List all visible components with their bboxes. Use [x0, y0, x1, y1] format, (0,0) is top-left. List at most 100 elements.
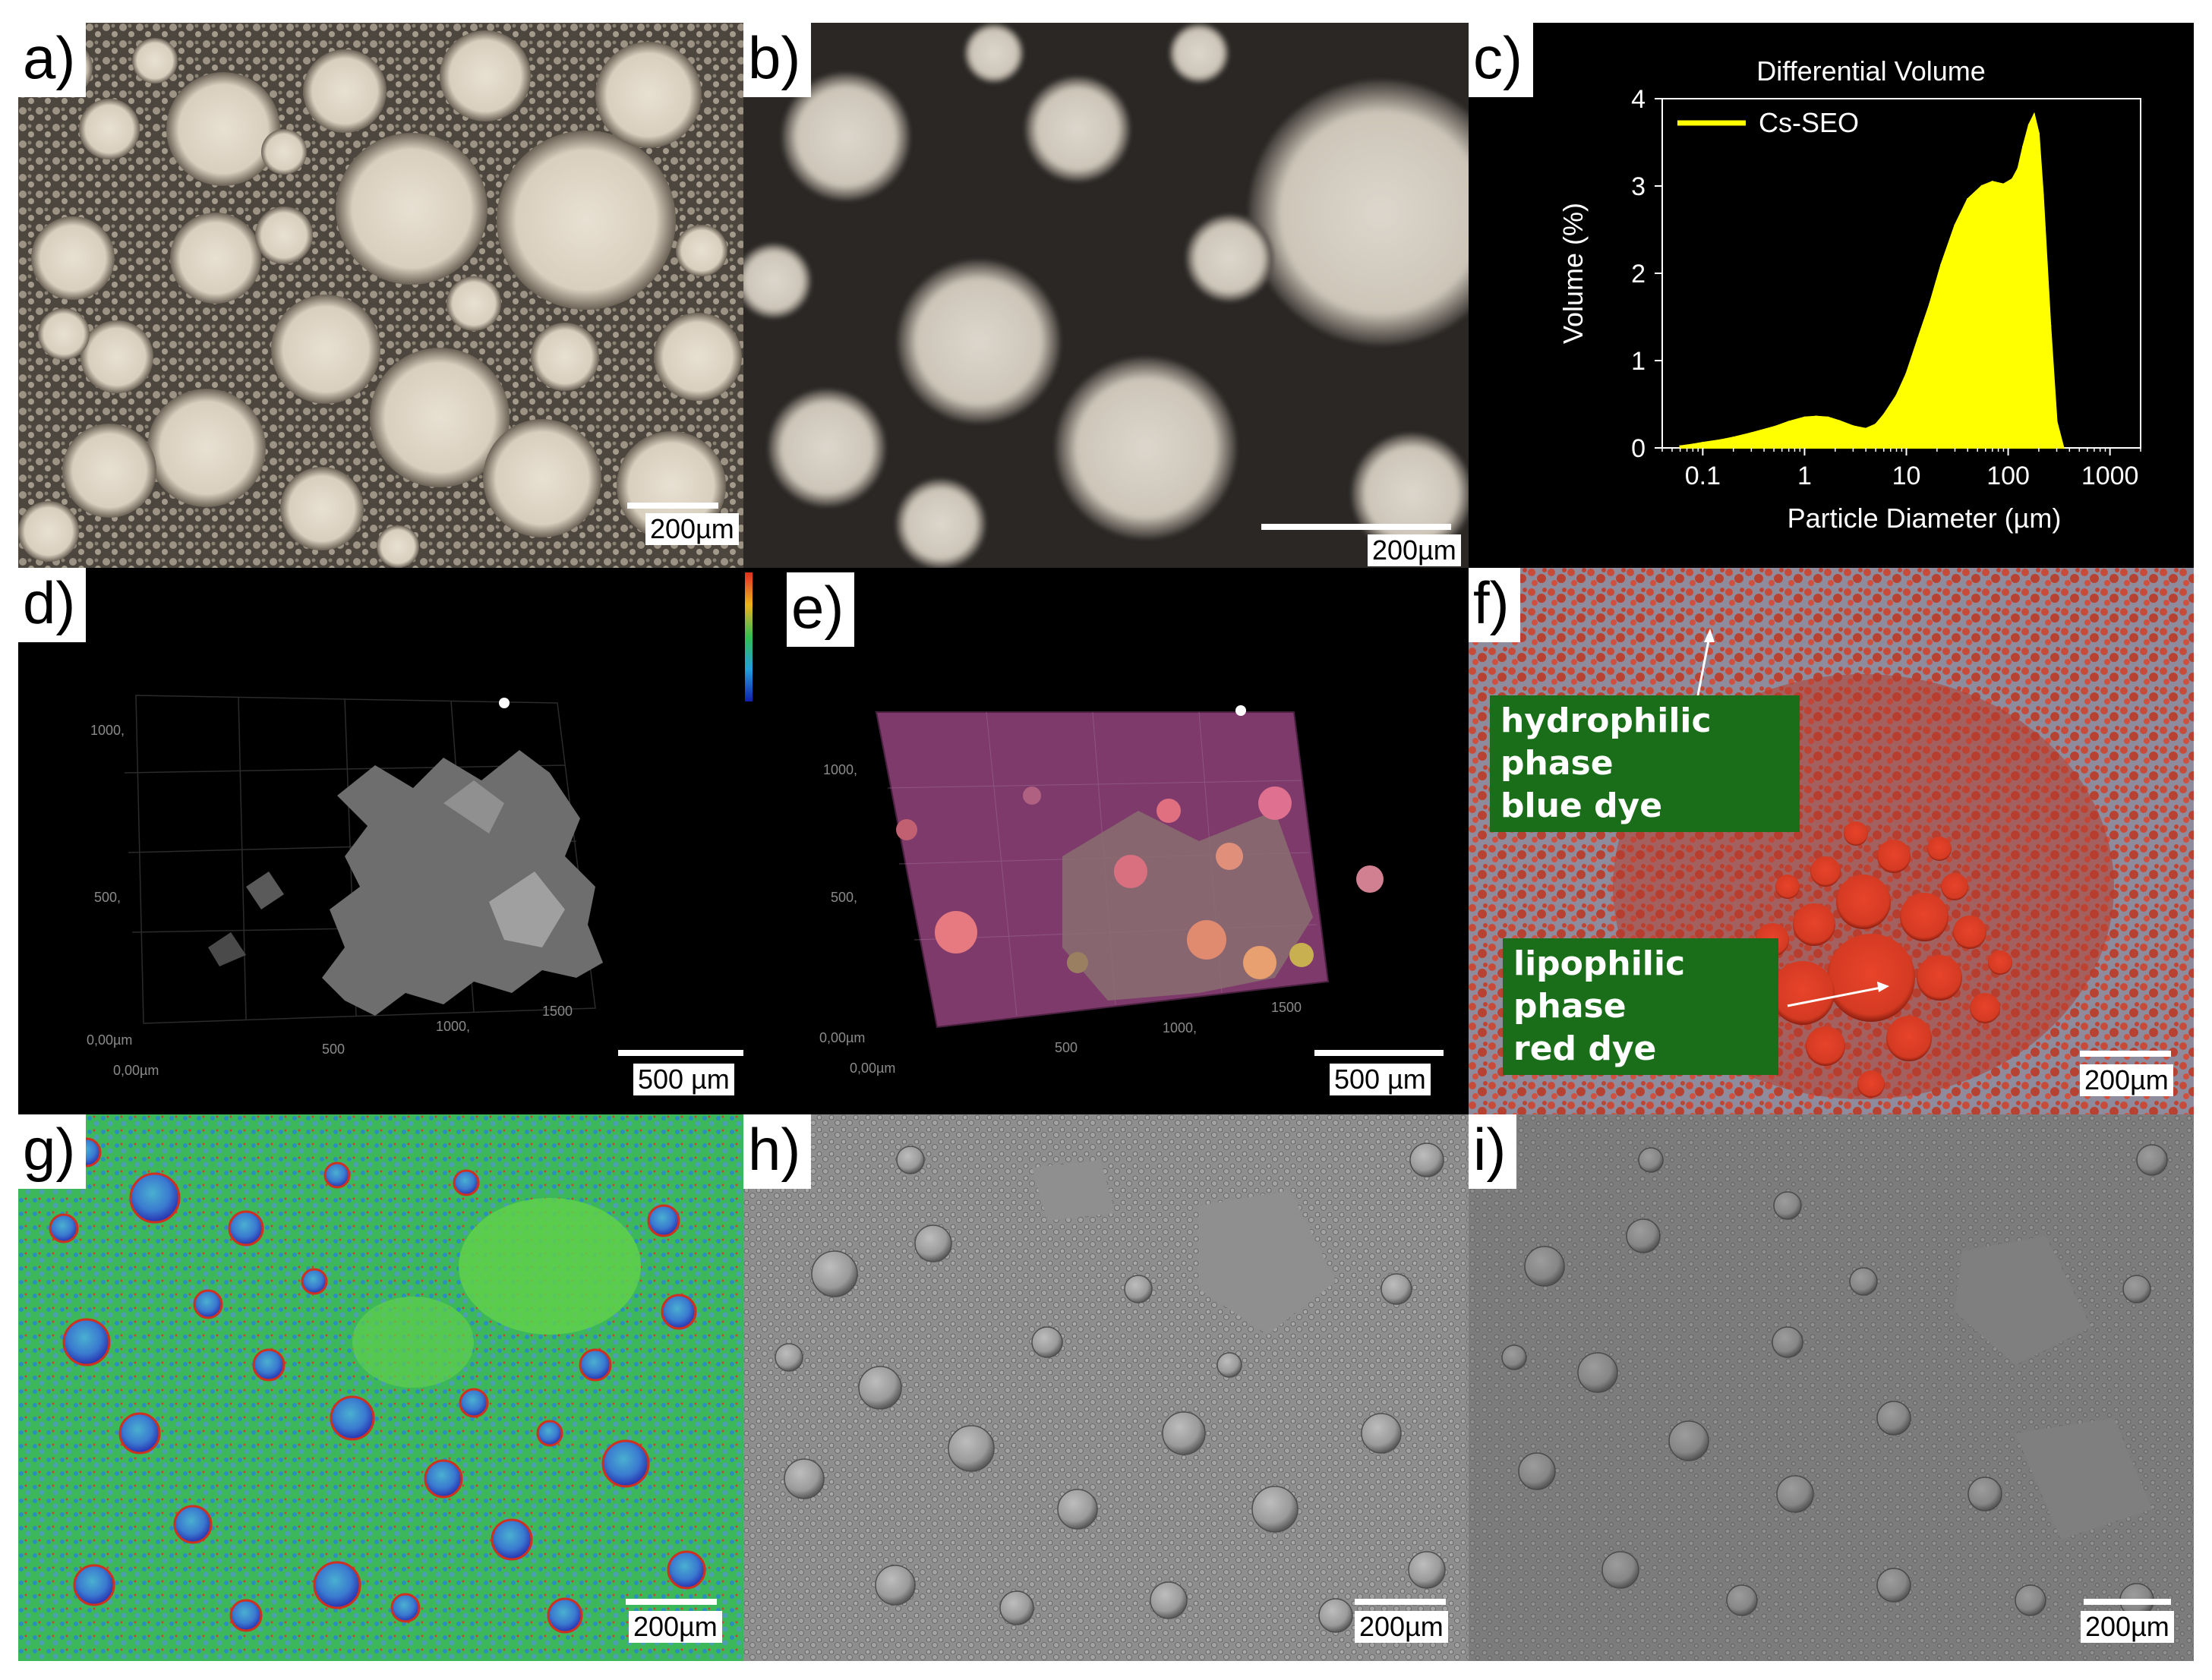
panel-label-b: b) — [743, 23, 812, 97]
height-map-g — [18, 1114, 743, 1661]
y-tick-label: 4 — [1631, 85, 1646, 114]
data-point — [2056, 421, 2058, 423]
annotation-lipophilic-line1: lipophilic phase — [1513, 944, 1686, 1026]
differential-volume-chart: Differential Volume 0.1 1 10 100 1000 0 1 2 3 4 P… — [1469, 23, 2194, 568]
data-point — [1895, 394, 1898, 397]
scale-label-b: 200µm — [1368, 534, 1461, 566]
data-point — [1940, 263, 1942, 266]
data-point — [2042, 194, 2044, 196]
x-tick-label: 0.1 — [1685, 462, 1721, 490]
axis-label-d-2: 0,00µm — [87, 1032, 132, 1048]
axis-label-d-1: 500, — [94, 890, 121, 905]
annotation-hydrophilic-line1: hydrophilic phase — [1500, 701, 1712, 783]
data-point — [1980, 184, 1983, 188]
axis-label-e-5: 1000, — [1163, 1020, 1197, 1035]
axis-label-e-3: 0,00µm — [850, 1061, 895, 1076]
data-point — [1917, 338, 1919, 340]
y-tick-label: 1 — [1631, 347, 1646, 376]
scale-label-g: 200µm — [629, 1611, 722, 1643]
data-point — [1954, 224, 1956, 226]
dic-micrograph-h — [743, 1114, 1469, 1661]
series-area-0 — [1679, 112, 2065, 449]
dic-micrograph-i — [1469, 1114, 2194, 1661]
data-point — [1772, 426, 1775, 428]
panel-label-d: d) — [18, 568, 87, 642]
data-point — [2002, 183, 2005, 185]
micrograph-b — [743, 23, 1469, 568]
x-tick-label: 10 — [1892, 462, 1921, 490]
annotation-lipophilic-line2: red dye — [1513, 1029, 1657, 1068]
data-point — [1838, 420, 1841, 422]
axis-label-e-6: 1500 — [1271, 1000, 1302, 1015]
panel-label-i: i) — [1469, 1114, 1517, 1189]
panel-b: b) 200µm — [743, 23, 1469, 568]
axis-label-d-6: 1500 — [542, 1004, 573, 1019]
panel-i: i) 200µm — [1469, 1114, 2194, 1661]
data-point — [1967, 198, 1969, 200]
surface-3d-d: 1000, 500, 0,00µm 0,00µm 500 1000, 1500 — [18, 568, 743, 1114]
panel-a: a) 200µm — [18, 23, 743, 568]
axis-label-e-1: 500, — [831, 890, 857, 905]
data-point — [1692, 443, 1694, 446]
legend-label-cs-seo: Cs-SEO — [1759, 107, 1859, 138]
data-point — [1702, 441, 1704, 444]
chart-ylabel: Volume (%) — [1557, 203, 1589, 344]
axis-label-d-3: 0,00µm — [113, 1063, 159, 1078]
chart-legend: Cs-SEO — [1677, 107, 1859, 138]
data-point — [2049, 324, 2052, 327]
scale-label-d: 500 µm — [633, 1064, 734, 1095]
panel-label-a: a) — [18, 23, 87, 97]
scale-label-i: 200µm — [2081, 1611, 2174, 1643]
data-point — [2062, 446, 2065, 449]
axis-label-e-0: 1000, — [823, 762, 857, 777]
arrow-top — [1695, 632, 1712, 704]
panel-c: Differential Volume 0.1 1 10 100 1000 0 1 2 3 4 P… — [1469, 23, 2194, 568]
annotation-hydrophilic: hydrophilic phase blue dye — [1490, 695, 1800, 832]
annotation-lipophilic: lipophilic phase red dye — [1503, 938, 1778, 1075]
y-tick-label: 2 — [1631, 260, 1646, 288]
chart-xlabel: Particle Diameter (µm) — [1788, 503, 2062, 534]
data-point — [1815, 415, 1817, 418]
y-tick-label: 3 — [1631, 172, 1646, 201]
data-point — [2022, 146, 2024, 148]
panel-d: 1000, 500, 0,00µm 0,00µm 500 1000, 1500 … — [18, 568, 743, 1114]
data-point — [2037, 132, 2040, 135]
scale-label-a: 200µm — [645, 513, 739, 545]
data-point — [1852, 425, 1854, 427]
panel-label-g: g) — [18, 1114, 87, 1189]
x-tick-label: 1000 — [2081, 462, 2139, 490]
scale-label-e: 500 µm — [1330, 1064, 1431, 1095]
data-point — [1827, 416, 1829, 418]
data-point — [1929, 303, 1931, 305]
axis-label-d-4: 500 — [322, 1042, 345, 1057]
data-point — [1803, 416, 1806, 418]
data-point — [1864, 427, 1867, 430]
data-point — [2017, 167, 2019, 170]
data-point — [1991, 181, 1993, 183]
panel-label-e: e) — [787, 572, 855, 647]
chart-title: Differential Volume — [1756, 55, 1986, 87]
panel-g: g) 200µm — [18, 1114, 743, 1661]
y-tick-label: 0 — [1631, 434, 1646, 463]
data-point — [1882, 414, 1885, 416]
panel-f: f) hydrophilic phase blue dye lipophilic… — [1469, 568, 2194, 1114]
axis-label-d-5: 1000, — [436, 1019, 470, 1034]
data-point — [2027, 124, 2031, 126]
panel-label-h: h) — [743, 1114, 812, 1189]
data-point — [2011, 178, 2014, 180]
data-point — [1874, 423, 1877, 426]
scale-label-f: 200µm — [2080, 1064, 2173, 1096]
panel-label-c: c) — [1469, 23, 1533, 97]
data-point — [1719, 439, 1722, 441]
data-point — [1788, 421, 1790, 423]
axis-label-e-2: 0,00µm — [819, 1030, 865, 1045]
panel-h: h) 200µm — [743, 1114, 1469, 1661]
arrow-bottom — [1787, 985, 1885, 1007]
scale-label-h: 200µm — [1355, 1611, 1448, 1643]
axis-label-d-0: 1000, — [90, 723, 125, 738]
data-point — [1750, 432, 1753, 434]
x-tick-label: 100 — [1986, 462, 2030, 490]
panel-label-f: f) — [1469, 568, 1520, 642]
data-point — [1679, 445, 1681, 447]
surface-3d-e: 1000, 500, 0,00µm 0,00µm 500 1000, 1500 — [743, 568, 1469, 1114]
